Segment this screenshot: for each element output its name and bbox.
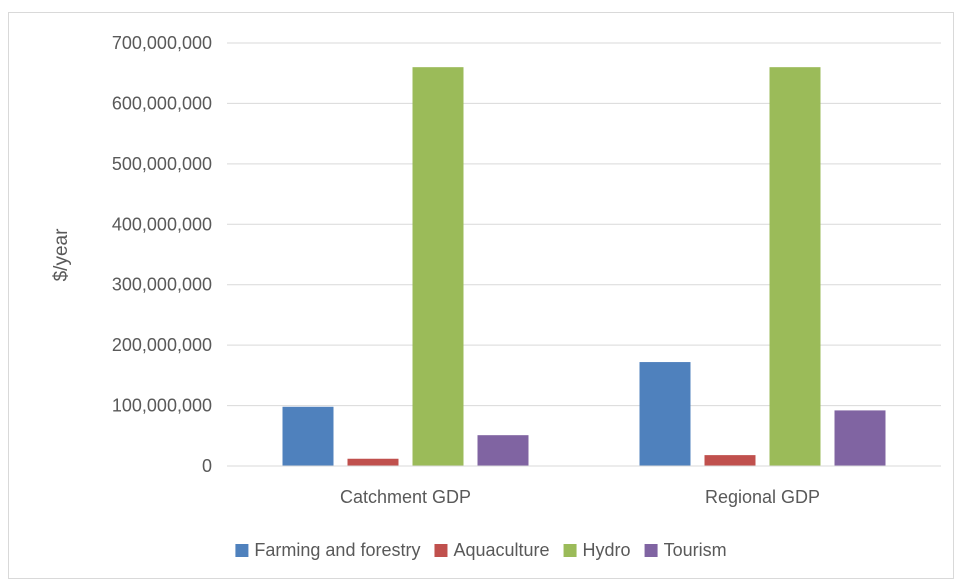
y-tick-label: 400,000,000 bbox=[112, 214, 212, 234]
bar bbox=[282, 406, 334, 466]
y-axis-ticks: 0 100,000,000 200,000,000 300,000,000 400,00… bbox=[112, 33, 212, 476]
gridlines bbox=[227, 42, 941, 407]
legend-label: Aquaculture bbox=[453, 540, 549, 560]
legend-swatch bbox=[235, 544, 249, 557]
y-tick-label: 300,000,000 bbox=[112, 275, 212, 295]
y-tick-label: 100,000,000 bbox=[112, 396, 212, 416]
legend-swatch bbox=[563, 544, 577, 557]
x-tick-label: Catchment GDP bbox=[340, 487, 471, 507]
y-tick-label: 0 bbox=[202, 456, 212, 476]
bar bbox=[639, 362, 691, 466]
bar bbox=[412, 67, 464, 467]
legend-label: Hydro bbox=[583, 540, 631, 560]
legend-label: Tourism bbox=[664, 540, 727, 560]
bar bbox=[477, 435, 529, 466]
y-tick-label: 500,000,000 bbox=[112, 154, 212, 174]
legend-swatch bbox=[644, 544, 658, 557]
bars bbox=[282, 67, 886, 467]
x-tick-label: Regional GDP bbox=[705, 487, 820, 507]
legend-swatch bbox=[434, 544, 448, 557]
bar bbox=[834, 410, 886, 466]
y-tick-label: 600,000,000 bbox=[112, 93, 212, 113]
y-axis-label: $/year bbox=[51, 228, 72, 281]
bar bbox=[769, 67, 821, 467]
bar bbox=[347, 458, 399, 466]
bar bbox=[704, 455, 756, 466]
x-axis-ticks: Catchment GDP Regional GDP bbox=[340, 487, 820, 507]
legend: Farming and forestry Aquaculture Hydro Tour… bbox=[235, 540, 727, 560]
y-tick-label: 700,000,000 bbox=[112, 33, 212, 53]
y-tick-label: 200,000,000 bbox=[112, 335, 212, 355]
legend-label: Farming and forestry bbox=[254, 540, 420, 560]
